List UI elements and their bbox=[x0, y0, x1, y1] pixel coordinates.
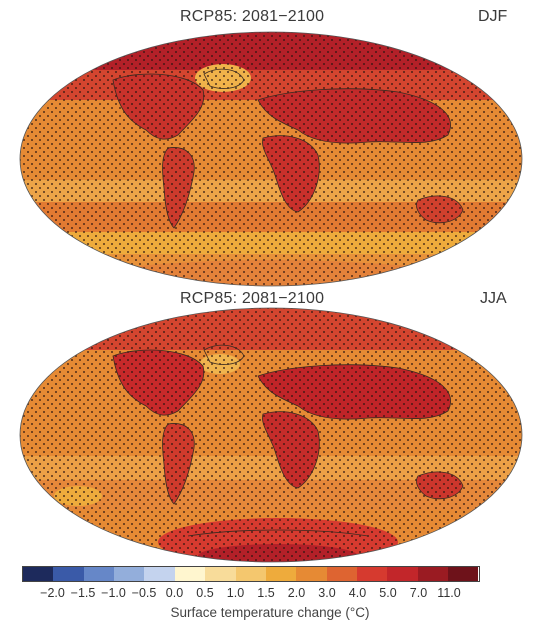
colorbar-tick-label: 2.0 bbox=[287, 586, 306, 600]
colorbar-swatch bbox=[235, 567, 266, 581]
colorbar-swatch bbox=[83, 567, 115, 581]
colorbar-tick-label: 1.0 bbox=[226, 586, 245, 600]
season-label-djf: DJF bbox=[478, 8, 508, 25]
colorbar-tick-label: −2.0 bbox=[40, 586, 65, 600]
colorbar-swatch bbox=[417, 567, 449, 581]
colorbar-swatch bbox=[296, 567, 327, 581]
panel-title-djf: RCP85: 2081−2100 bbox=[180, 8, 325, 25]
colorbar-tick-label: 0.5 bbox=[196, 586, 214, 600]
colorbar-swatch bbox=[387, 567, 418, 581]
colorbar-swatch bbox=[205, 567, 236, 581]
colorbar-ticks: −2.0 −1.5 −1.0 −0.5 0.0 0.5 1.0 1.5 2.0 3.0 4.0 5.0… bbox=[0, 586, 540, 602]
colorbar-tick-label: 4.0 bbox=[348, 586, 367, 600]
colorbar-tick-label: −1.5 bbox=[70, 586, 96, 600]
colorbar-tick-label: 0.0 bbox=[165, 586, 184, 600]
panel-title-jja: RCP85: 2081−2100 bbox=[180, 290, 325, 307]
world-map-jja bbox=[18, 306, 524, 564]
colorbar-swatch bbox=[53, 567, 84, 581]
colorbar-swatch bbox=[174, 567, 206, 581]
colorbar-label: Surface temperature change (°C) bbox=[170, 605, 370, 620]
colorbar-swatch bbox=[326, 567, 357, 581]
colorbar-tick-label: 5.0 bbox=[379, 586, 397, 600]
colorbar-swatch bbox=[356, 567, 388, 581]
colorbar-swatch bbox=[23, 567, 54, 581]
colorbar-swatch bbox=[144, 567, 175, 581]
colorbar bbox=[22, 566, 480, 582]
colorbar-swatch bbox=[265, 567, 297, 581]
colorbar-swatch bbox=[114, 567, 145, 581]
colorbar-tick-label: 3.0 bbox=[318, 586, 336, 600]
colorbar-tick-label: −1.0 bbox=[101, 586, 126, 600]
colorbar-tick-label: −0.5 bbox=[131, 586, 157, 600]
colorbar-tick-label: 1.5 bbox=[257, 586, 275, 600]
colorbar-swatch bbox=[448, 567, 479, 581]
world-map-djf bbox=[18, 30, 524, 288]
colorbar-tick-label: 11.0 bbox=[437, 586, 461, 600]
season-label-jja: JJA bbox=[480, 290, 507, 307]
colorbar-tick-label: 7.0 bbox=[409, 586, 428, 600]
